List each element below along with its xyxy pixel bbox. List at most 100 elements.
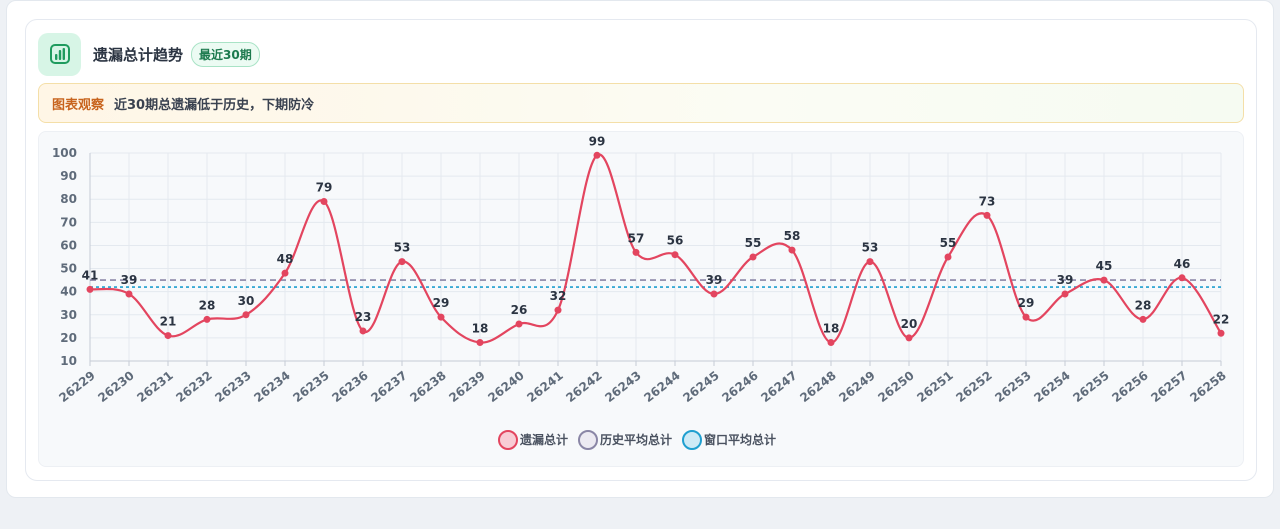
legend-swatch xyxy=(682,430,702,450)
x-tick-label: 26239 xyxy=(446,368,488,405)
data-point xyxy=(359,327,367,335)
y-tick-label: 90 xyxy=(60,169,77,183)
data-label: 29 xyxy=(433,296,450,310)
x-tick-label: 26241 xyxy=(524,368,566,405)
x-tick-label: 26233 xyxy=(212,368,254,405)
data-point xyxy=(515,320,523,328)
x-tick-label: 26258 xyxy=(1187,368,1229,405)
data-point xyxy=(320,198,328,206)
card-header: 遗漏总计趋势 最近30期 xyxy=(38,32,260,76)
data-point xyxy=(86,285,94,293)
x-tick-label: 26252 xyxy=(953,368,995,405)
x-tick-label: 26240 xyxy=(485,368,527,405)
data-point xyxy=(632,248,640,256)
y-tick-label: 10 xyxy=(60,354,77,368)
x-tick-label: 26251 xyxy=(914,368,956,405)
legend-label: 历史平均总计 xyxy=(600,432,672,447)
data-label: 55 xyxy=(940,236,957,250)
data-point xyxy=(242,311,250,319)
x-tick-label: 26249 xyxy=(836,368,878,405)
data-label: 73 xyxy=(979,194,996,208)
y-tick-label: 50 xyxy=(60,262,77,276)
x-tick-label: 26238 xyxy=(407,368,449,405)
data-label: 21 xyxy=(160,315,177,329)
observation-text: 近30期总遗漏低于历史，下期防冷 xyxy=(114,97,315,113)
data-point xyxy=(476,339,484,347)
data-label: 28 xyxy=(199,298,216,312)
data-point xyxy=(944,253,952,261)
data-label: 48 xyxy=(277,252,294,266)
data-label: 39 xyxy=(1057,273,1074,287)
period-badge: 最近30期 xyxy=(191,41,260,67)
card-title: 遗漏总计趋势 xyxy=(93,45,184,64)
data-point xyxy=(1217,329,1225,337)
data-label: 39 xyxy=(121,273,138,287)
data-label: 18 xyxy=(823,322,840,336)
data-point xyxy=(788,246,796,254)
data-label: 46 xyxy=(1174,257,1191,271)
x-tick-label: 26237 xyxy=(368,368,410,405)
trend-card: 遗漏总计趋势 最近30期 图表观察 近30期总遗漏低于历史，下期防冷 10 20 3… xyxy=(25,19,1257,481)
y-tick-label: 60 xyxy=(60,238,77,252)
data-label: 30 xyxy=(238,294,255,308)
x-tick-label: 26248 xyxy=(797,368,839,405)
data-label: 55 xyxy=(745,236,762,250)
data-label: 23 xyxy=(355,310,372,324)
data-point xyxy=(1178,274,1186,282)
data-point xyxy=(749,253,757,261)
x-tick-label: 26253 xyxy=(992,368,1034,405)
data-point xyxy=(164,332,172,340)
data-point xyxy=(1022,313,1030,321)
data-point xyxy=(281,269,289,277)
data-point xyxy=(866,258,874,266)
y-tick-label: 30 xyxy=(60,308,77,322)
legend-item-missing-total: 遗漏总计 xyxy=(498,430,568,450)
data-label: 22 xyxy=(1213,312,1230,326)
data-point xyxy=(1139,315,1147,323)
x-tick-label: 26234 xyxy=(251,368,293,405)
data-label: 79 xyxy=(316,181,333,195)
x-tick-label: 26236 xyxy=(329,368,371,405)
data-label: 41 xyxy=(82,268,99,282)
x-tick-label: 26229 xyxy=(56,368,98,405)
data-point xyxy=(827,339,835,347)
y-tick-label: 80 xyxy=(60,192,77,206)
observation-label: 图表观察 xyxy=(52,97,105,113)
legend-label: 窗口平均总计 xyxy=(704,432,776,447)
data-point xyxy=(1100,276,1108,284)
legend-swatch xyxy=(498,430,518,450)
legend-item-window-average: 窗口平均总计 xyxy=(682,430,776,450)
x-tick-label: 26246 xyxy=(719,368,761,405)
x-tick-label: 26245 xyxy=(680,368,722,405)
data-label: 56 xyxy=(667,234,684,248)
x-tick-label: 26235 xyxy=(290,368,332,405)
data-label: 57 xyxy=(628,231,645,245)
x-tick-label: 26254 xyxy=(1031,368,1073,405)
outer-panel: 遗漏总计趋势 最近30期 图表观察 近30期总遗漏低于历史，下期防冷 10 20 3… xyxy=(6,0,1274,498)
x-tick-label: 26230 xyxy=(95,368,137,405)
x-tick-label: 26243 xyxy=(602,368,644,405)
bar-chart-icon xyxy=(38,32,81,76)
data-label: 29 xyxy=(1018,296,1035,310)
data-point xyxy=(437,313,445,321)
y-tick-label: 70 xyxy=(60,215,77,229)
data-label: 18 xyxy=(472,322,489,336)
y-tick-label: 40 xyxy=(60,285,77,299)
data-point xyxy=(593,151,601,159)
data-label: 53 xyxy=(862,241,879,255)
legend-swatch xyxy=(578,430,598,450)
data-label: 99 xyxy=(589,134,606,148)
data-label: 39 xyxy=(706,273,723,287)
x-tick-label: 26257 xyxy=(1148,368,1190,405)
data-label: 53 xyxy=(394,241,411,255)
data-label: 58 xyxy=(784,229,801,243)
data-point xyxy=(203,315,211,323)
data-label: 45 xyxy=(1096,259,1113,273)
legend-item-history-average: 历史平均总计 xyxy=(578,430,672,450)
y-tick-label: 20 xyxy=(60,331,77,345)
data-point xyxy=(398,258,406,266)
chart-area: 10 20 30 40 50 60 70 80 90 100 26229 26230 26231 2623… xyxy=(38,131,1244,467)
data-point xyxy=(710,290,718,298)
x-tick-label: 26232 xyxy=(173,368,215,405)
